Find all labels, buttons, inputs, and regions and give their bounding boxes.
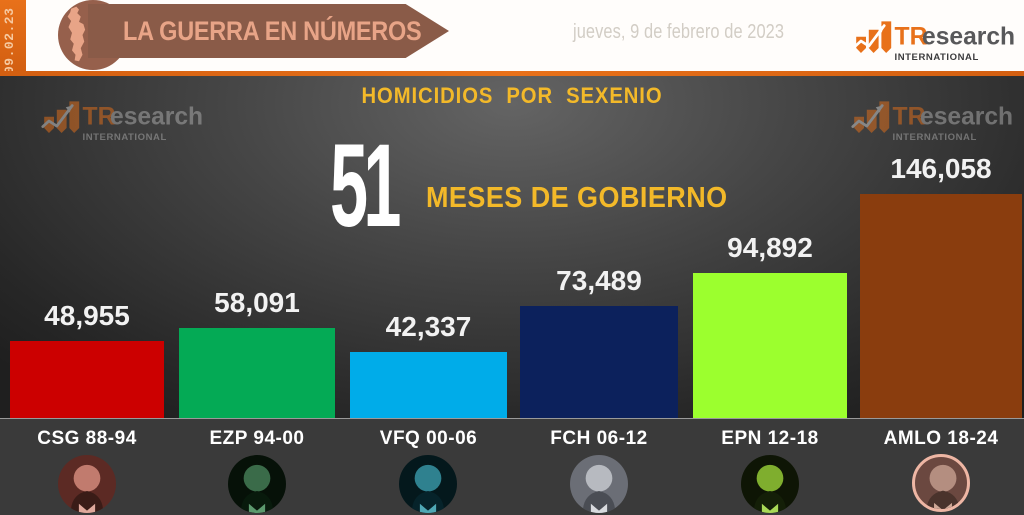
svg-text:esearch: esearch — [922, 24, 1015, 51]
svg-text:INTERNATIONAL: INTERNATIONAL — [895, 52, 979, 62]
svg-text:INTERNATIONAL: INTERNATIONAL — [83, 132, 167, 142]
svg-text:INTERNATIONAL: INTERNATIONAL — [893, 132, 977, 142]
